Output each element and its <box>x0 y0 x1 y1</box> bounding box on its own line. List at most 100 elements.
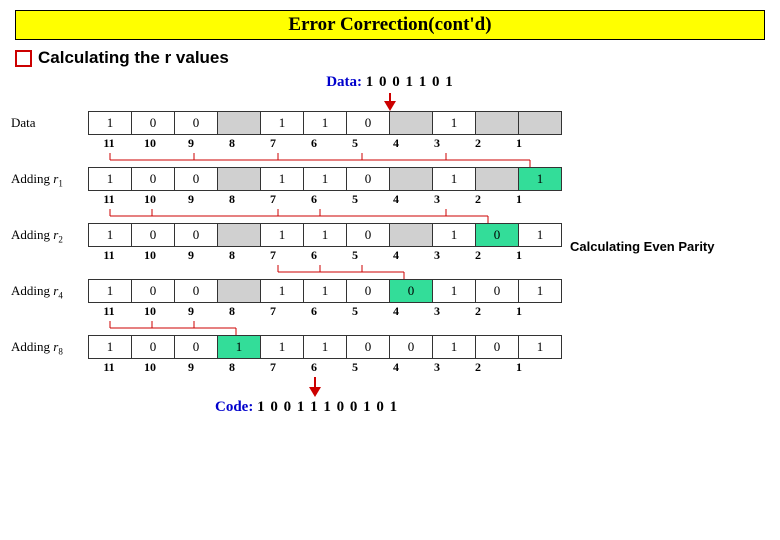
cell: 0 <box>346 111 390 135</box>
cell: 1 <box>303 111 347 135</box>
position-label: 10 <box>129 248 171 263</box>
position-label: 4 <box>375 360 417 375</box>
position-label: 1 <box>498 360 540 375</box>
position-label: 7 <box>252 248 294 263</box>
row-label: Adding r1 <box>11 171 81 189</box>
position-label: 4 <box>375 192 417 207</box>
position-label: 6 <box>293 136 335 151</box>
connector <box>89 153 765 167</box>
cell: 1 <box>88 111 132 135</box>
position-label: 7 <box>252 192 294 207</box>
position-label: 2 <box>457 248 499 263</box>
position-label: 10 <box>129 192 171 207</box>
table-row: Adding r410011001011110987654321 <box>15 279 765 319</box>
cell <box>389 167 433 191</box>
cell: 0 <box>174 111 218 135</box>
cell <box>217 223 261 247</box>
diagram: Calculating Even Parity Data100110111109… <box>15 111 765 375</box>
position-label: 9 <box>170 192 212 207</box>
cell: 0 <box>346 279 390 303</box>
row-label: Adding r8 <box>11 339 81 357</box>
cell-row: 1001100101 <box>89 279 765 303</box>
cell: 0 <box>131 111 175 135</box>
cell: 0 <box>346 223 390 247</box>
position-label: 4 <box>375 248 417 263</box>
cell-row: 10011100101 <box>89 335 765 359</box>
connector <box>89 321 765 335</box>
cell: 0 <box>174 335 218 359</box>
cell: 1 <box>260 223 304 247</box>
position-label: 1 <box>498 136 540 151</box>
position-label: 1 <box>498 248 540 263</box>
cell-row: 10011011 <box>89 167 765 191</box>
cell: 1 <box>518 279 562 303</box>
cell <box>518 111 562 135</box>
position-label: 11 <box>88 360 130 375</box>
row-label: Adding r4 <box>11 283 81 301</box>
row-label: Adding r2 <box>11 227 81 245</box>
position-row: 1110987654321 <box>89 248 765 263</box>
position-label: 11 <box>88 304 130 319</box>
position-label: 1 <box>498 304 540 319</box>
cell: 0 <box>475 335 519 359</box>
position-label: 2 <box>457 192 499 207</box>
position-row: 1110987654321 <box>89 304 765 319</box>
cell: 1 <box>432 167 476 191</box>
code-value: 1 0 0 1 1 1 0 0 1 0 1 <box>257 399 398 415</box>
position-label: 2 <box>457 360 499 375</box>
data-value: 1 0 0 1 1 0 1 <box>366 74 454 90</box>
subtitle: Calculating the r values <box>38 48 229 68</box>
position-label: 3 <box>416 192 458 207</box>
position-label: 5 <box>334 304 376 319</box>
cell: 0 <box>174 167 218 191</box>
cell <box>217 167 261 191</box>
position-label: 2 <box>457 136 499 151</box>
cell: 0 <box>174 223 218 247</box>
position-label: 9 <box>170 136 212 151</box>
position-label: 7 <box>252 136 294 151</box>
position-label: 6 <box>293 248 335 263</box>
cell: 1 <box>88 335 132 359</box>
position-row: 1110987654321 <box>89 136 765 151</box>
table-row: Adding r21001101011110987654321 <box>15 223 765 263</box>
position-label: 6 <box>293 360 335 375</box>
arrow-down-top <box>15 93 765 111</box>
cell: 1 <box>260 279 304 303</box>
position-label: 8 <box>211 248 253 263</box>
cell: 1 <box>518 335 562 359</box>
position-label: 3 <box>416 248 458 263</box>
position-label: 11 <box>88 136 130 151</box>
cell: 1 <box>217 335 261 359</box>
position-label: 4 <box>375 304 417 319</box>
position-label: 1 <box>498 192 540 207</box>
position-label: 10 <box>129 304 171 319</box>
cell: 0 <box>131 223 175 247</box>
position-label: 8 <box>211 136 253 151</box>
connector <box>89 209 765 223</box>
position-label: 5 <box>334 360 376 375</box>
cell: 1 <box>88 223 132 247</box>
cell: 0 <box>389 279 433 303</box>
cell <box>475 167 519 191</box>
cell <box>217 111 261 135</box>
connector <box>89 265 765 279</box>
code-label: Code: <box>215 399 253 415</box>
cell <box>389 111 433 135</box>
cell: 1 <box>432 111 476 135</box>
cell: 1 <box>432 335 476 359</box>
position-label: 6 <box>293 192 335 207</box>
position-row: 1110987654321 <box>89 360 765 375</box>
position-label: 2 <box>457 304 499 319</box>
page-title: Error Correction(cont'd) <box>288 14 491 35</box>
cell: 0 <box>475 279 519 303</box>
cell: 0 <box>475 223 519 247</box>
cell <box>217 279 261 303</box>
position-label: 10 <box>129 136 171 151</box>
cell: 1 <box>260 111 304 135</box>
row-label: Data <box>11 115 81 131</box>
cell: 1 <box>518 167 562 191</box>
cell: 0 <box>131 279 175 303</box>
position-label: 8 <box>211 304 253 319</box>
cell: 1 <box>88 167 132 191</box>
subtitle-row: Calculating the r values <box>15 48 765 68</box>
